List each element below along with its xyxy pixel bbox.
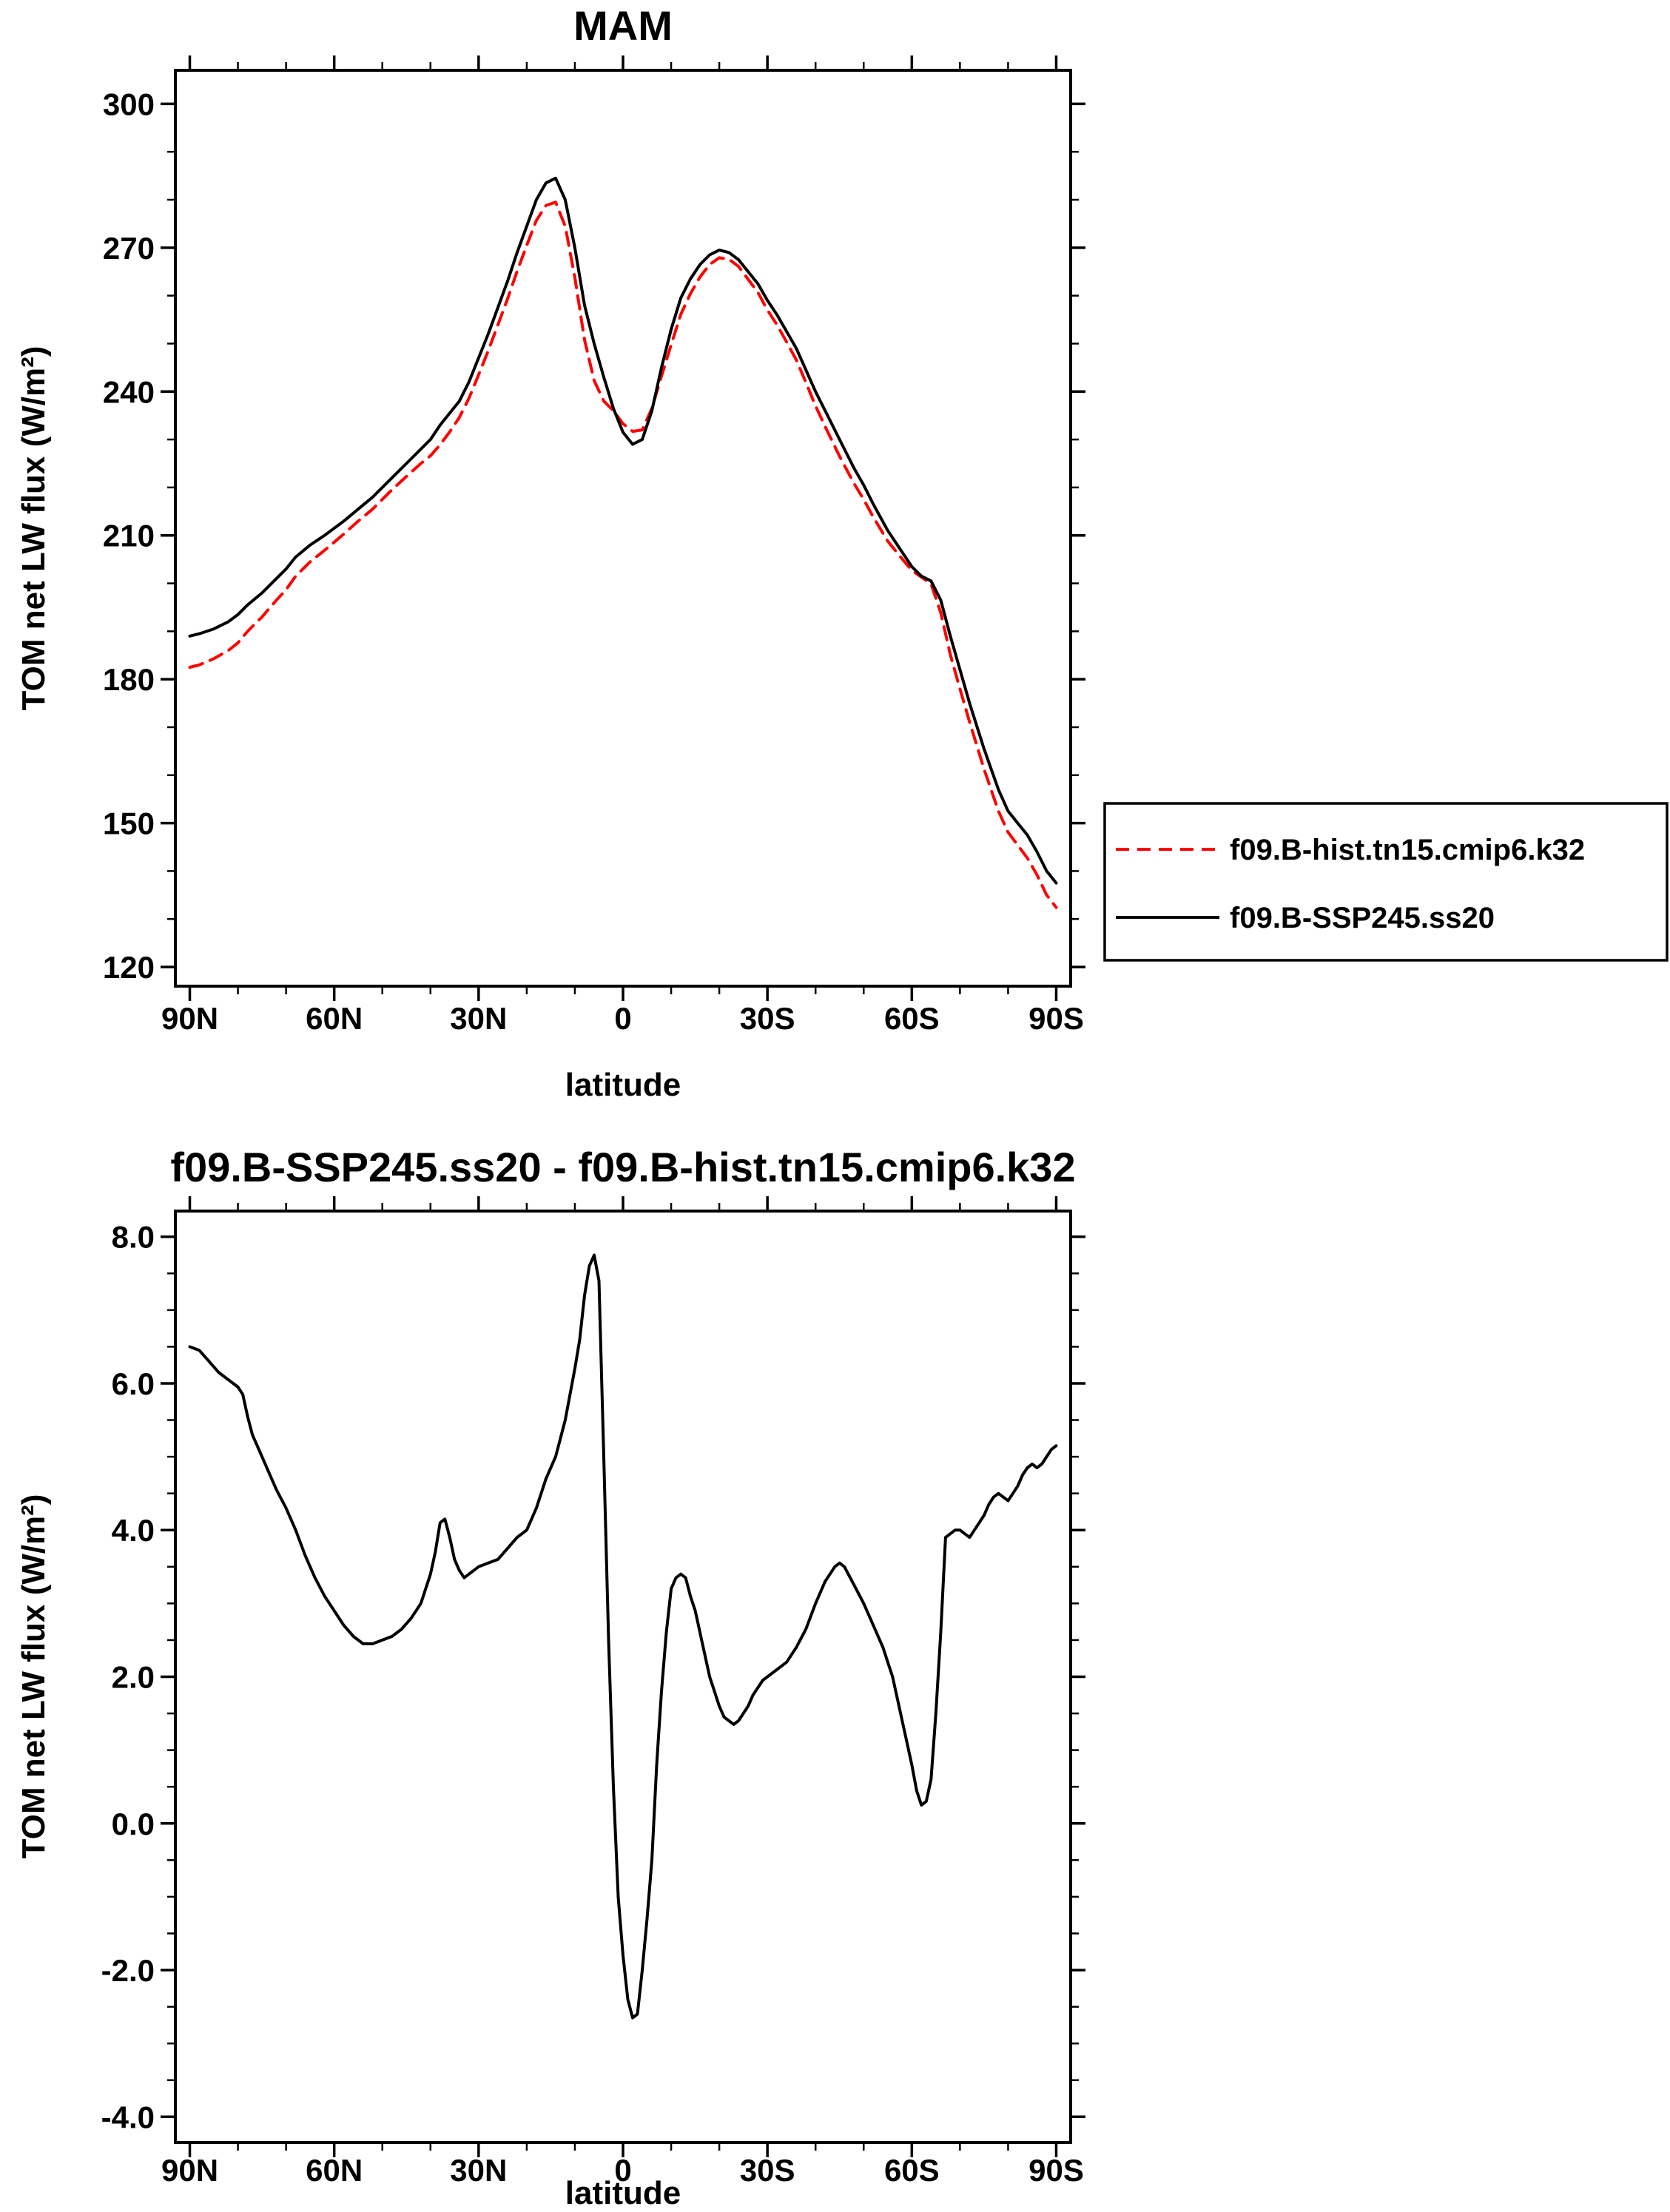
series-line-solid <box>188 176 1058 885</box>
chart-diff-y-axis-label: TOM net LW flux (W/m²) <box>16 1494 52 1859</box>
chart-mam-y-axis-label: TOM net LW flux (W/m²) <box>16 345 52 711</box>
chart-diff-x-axis-label: latitude <box>565 2175 681 2211</box>
x-tick-label: 0 <box>614 1001 631 1036</box>
y-tick-label: 6.0 <box>112 1366 155 1401</box>
x-tick-label: 30N <box>450 1001 507 1036</box>
x-tick-label: 30S <box>740 1001 795 1036</box>
y-tick-label: -2.0 <box>101 1953 155 1988</box>
y-tick-label: 4.0 <box>112 1513 155 1548</box>
y-tick-label: 8.0 <box>112 1220 155 1255</box>
x-tick-label: 90N <box>161 1001 218 1036</box>
chart-mam-x-axis-label: latitude <box>565 1067 681 1103</box>
y-tick-label: 180 <box>103 662 155 697</box>
x-tick-label: 90N <box>161 2153 218 2188</box>
y-tick-label: 300 <box>103 87 155 121</box>
x-tick-label: 60S <box>884 2153 940 2188</box>
x-tick-label: 90S <box>1028 2153 1084 2188</box>
y-tick-label: 2.0 <box>112 1660 155 1695</box>
x-tick-label: 30S <box>740 2153 795 2188</box>
legend-label: f09.B-SSP245.ss20 <box>1230 902 1495 934</box>
plot-frame <box>174 1210 1072 2144</box>
legend-box <box>1103 802 1669 962</box>
x-tick-label: 30N <box>450 2153 507 2188</box>
legend-label: f09.B-hist.tn15.cmip6.k32 <box>1230 834 1585 866</box>
y-tick-label: 150 <box>103 806 155 841</box>
series-line-solid <box>188 1253 1058 2020</box>
y-tick-label: 0.0 <box>112 1807 155 1841</box>
chart-diff: 90N 60N 30N 0 30S 60S 90S 8.0 6.0 4.0 2.0 0.0 -2.0 -4… <box>101 1196 1085 2188</box>
y-tick-label: 120 <box>103 950 155 985</box>
series-line-dashed <box>188 200 1058 909</box>
x-tick-label: 60S <box>884 1001 940 1036</box>
chart-diff-title: f09.B-SSP245.ss20 - f09.B-hist.tn15.cmip… <box>170 1144 1076 1190</box>
x-tick-label: 60N <box>306 1001 363 1036</box>
y-tick-label: 240 <box>103 374 155 409</box>
chart-mam-title: MAM <box>573 2 673 49</box>
y-tick-label: 210 <box>103 519 155 553</box>
x-tick-label: 60N <box>306 2153 363 2188</box>
plot-frame <box>174 69 1072 988</box>
x-tick-label: 90S <box>1028 1001 1084 1036</box>
y-tick-label: 270 <box>103 231 155 266</box>
chart-mam: 90N 60N 30N 0 30S 60S 90S 300 270 240 210 180 150 120… <box>103 55 1669 1036</box>
x-tick-label: 0 <box>614 2153 631 2188</box>
y-tick-label: -4.0 <box>101 2100 155 2134</box>
